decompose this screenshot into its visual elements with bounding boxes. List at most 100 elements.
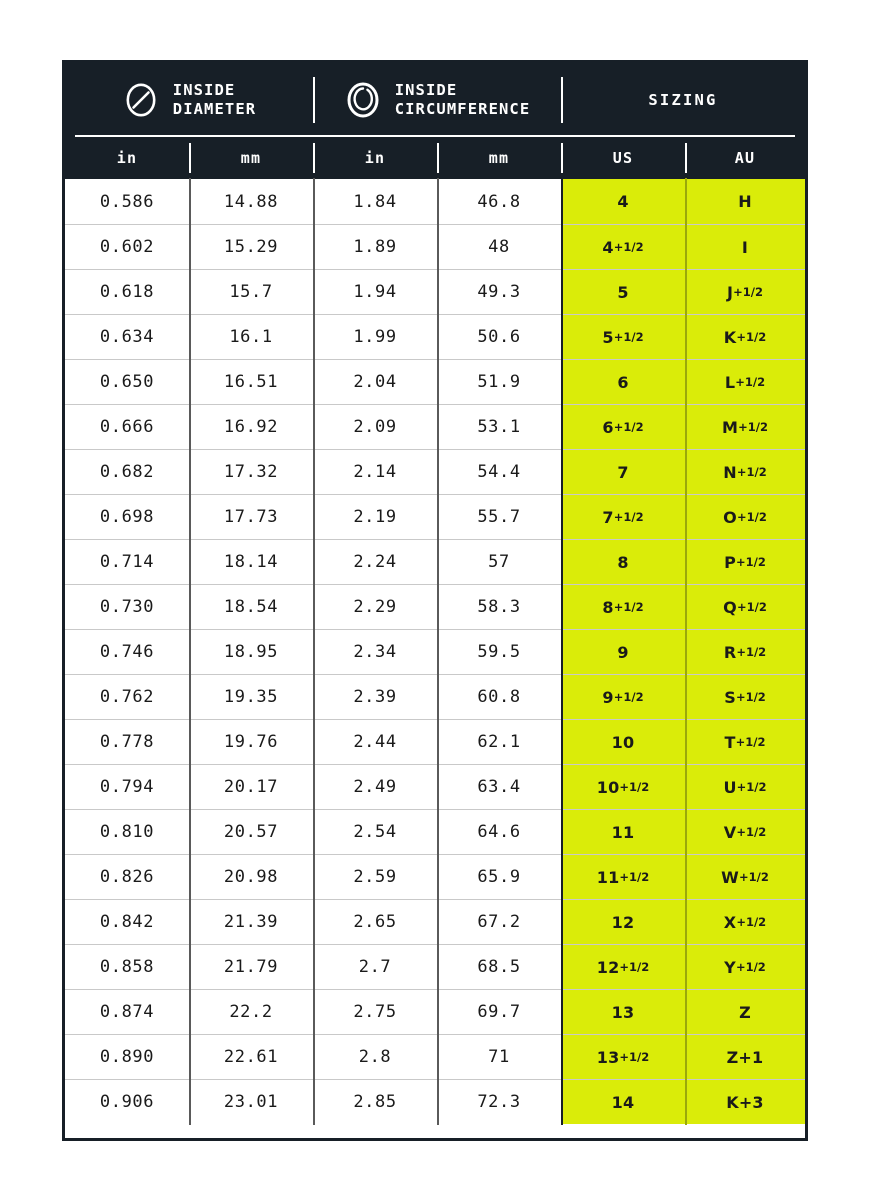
- group-header-label: INSIDE DIAMETER: [172, 81, 257, 118]
- cell-au: M +1/2: [685, 404, 805, 450]
- cell-dia_mm: 19.35: [189, 674, 313, 720]
- group-header-label: INSIDE CIRCUMFERENCE: [394, 81, 531, 118]
- cell-cir_in: 2.39: [313, 674, 437, 720]
- cell-dia_in: 0.618: [65, 270, 189, 314]
- table-row: 0.682 17.32 2.14 54.4 7 N +1/2: [65, 449, 805, 495]
- cell-dia_in: 0.810: [65, 810, 189, 854]
- cell-au: V +1/2: [685, 809, 805, 855]
- column-header-diameter-mm: mm: [189, 137, 313, 179]
- table-unit-header: in mm in mm US AU: [65, 137, 805, 179]
- cell-cir_mm: 63.4: [437, 764, 561, 810]
- cell-au: I: [685, 224, 805, 270]
- cell-au: O +1/2: [685, 494, 805, 540]
- cell-dia_in: 0.826: [65, 855, 189, 899]
- table-row: 0.794 20.17 2.49 63.4 10 +1/2 U +1/2: [65, 764, 805, 810]
- cell-cir_in: 2.24: [313, 539, 437, 585]
- cell-us: 12: [561, 899, 685, 945]
- cell-us: 11 +1/2: [561, 854, 685, 900]
- cell-cir_mm: 48: [437, 224, 561, 270]
- cell-us: 11: [561, 809, 685, 855]
- cell-dia_mm: 19.76: [189, 719, 313, 765]
- column-header-diameter-in: in: [116, 149, 138, 167]
- cell-au: R +1/2: [685, 629, 805, 675]
- cell-cir_mm: 58.3: [437, 584, 561, 630]
- table-row: 0.890 22.61 2.8 71 13 +1/2 Z+1: [65, 1034, 805, 1080]
- cell-dia_mm: 18.95: [189, 629, 313, 675]
- cell-dia_in: 0.778: [65, 720, 189, 764]
- cell-dia_in: 0.714: [65, 540, 189, 584]
- group-header-inside-circumference: INSIDE CIRCUMFERENCE: [313, 63, 561, 137]
- cell-au: K+3: [685, 1079, 805, 1125]
- table-row: 0.858 21.79 2.7 68.5 12 +1/2 Y +1/2: [65, 944, 805, 990]
- cell-cir_in: 2.7: [313, 944, 437, 990]
- cell-au: Q +1/2: [685, 584, 805, 630]
- cell-dia_in: 0.698: [65, 495, 189, 539]
- cell-cir_mm: 71: [437, 1034, 561, 1080]
- cell-dia_in: 0.666: [65, 405, 189, 449]
- cell-us: 4 +1/2: [561, 224, 685, 270]
- cell-us: 14: [561, 1079, 685, 1125]
- cell-dia_mm: 21.39: [189, 899, 313, 945]
- cell-cir_mm: 68.5: [437, 944, 561, 990]
- cell-dia_mm: 16.51: [189, 359, 313, 405]
- cell-au: T +1/2: [685, 719, 805, 765]
- table-row: 0.762 19.35 2.39 60.8 9 +1/2 S +1/2: [65, 674, 805, 720]
- table-row: 0.810 20.57 2.54 64.6 11 V +1/2: [65, 809, 805, 855]
- cell-us: 10: [561, 719, 685, 765]
- cell-cir_in: 1.94: [313, 269, 437, 315]
- cell-dia_mm: 18.54: [189, 584, 313, 630]
- ring-size-table: INSIDE DIAMETER INSIDE CIRCUMFERENCE SIZ…: [62, 60, 808, 1141]
- cell-cir_in: 2.29: [313, 584, 437, 630]
- cell-dia_in: 0.858: [65, 945, 189, 989]
- cell-au: H: [685, 178, 805, 225]
- cell-cir_mm: 46.8: [437, 178, 561, 225]
- cell-cir_in: 1.89: [313, 224, 437, 270]
- table-row: 0.618 15.7 1.94 49.3 5 J +1/2: [65, 269, 805, 315]
- table-row: 0.826 20.98 2.59 65.9 11 +1/2 W +1/2: [65, 854, 805, 900]
- cell-dia_in: 0.842: [65, 900, 189, 944]
- cell-us: 8: [561, 539, 685, 585]
- table-row: 0.842 21.39 2.65 67.2 12 X +1/2: [65, 899, 805, 945]
- column-header-us: US: [561, 137, 685, 179]
- cell-dia_mm: 20.57: [189, 809, 313, 855]
- cell-cir_in: 2.49: [313, 764, 437, 810]
- cell-us: 12 +1/2: [561, 944, 685, 990]
- cell-dia_mm: 23.01: [189, 1079, 313, 1125]
- cell-au: Y +1/2: [685, 944, 805, 990]
- cell-cir_in: 1.84: [313, 178, 437, 225]
- cell-dia_in: 0.650: [65, 360, 189, 404]
- cell-dia_mm: 15.7: [189, 269, 313, 315]
- cell-dia_mm: 16.92: [189, 404, 313, 450]
- cell-dia_mm: 20.17: [189, 764, 313, 810]
- cell-au: N +1/2: [685, 449, 805, 495]
- ring-outline-icon: [344, 81, 382, 119]
- cell-cir_mm: 59.5: [437, 629, 561, 675]
- cell-dia_in: 0.874: [65, 990, 189, 1034]
- cell-cir_in: 2.34: [313, 629, 437, 675]
- table-group-header: INSIDE DIAMETER INSIDE CIRCUMFERENCE SIZ…: [65, 63, 805, 137]
- table-row: 0.778 19.76 2.44 62.1 10 T +1/2: [65, 719, 805, 765]
- cell-dia_in: 0.794: [65, 765, 189, 809]
- cell-cir_mm: 51.9: [437, 359, 561, 405]
- table-row: 0.666 16.92 2.09 53.1 6 +1/2 M +1/2: [65, 404, 805, 450]
- column-header-circumference-mm: mm: [437, 137, 561, 179]
- cell-cir_mm: 62.1: [437, 719, 561, 765]
- table-row: 0.906 23.01 2.85 72.3 14 K+3: [65, 1079, 805, 1125]
- cell-us: 7: [561, 449, 685, 495]
- cell-us: 13: [561, 989, 685, 1035]
- cell-cir_in: 2.59: [313, 854, 437, 900]
- cell-dia_mm: 14.88: [189, 178, 313, 225]
- cell-cir_mm: 64.6: [437, 809, 561, 855]
- cell-cir_mm: 49.3: [437, 269, 561, 315]
- cell-au: S +1/2: [685, 674, 805, 720]
- cell-dia_mm: 15.29: [189, 224, 313, 270]
- column-header-circumference-in: in: [313, 137, 437, 179]
- cell-dia_in: 0.586: [65, 179, 189, 224]
- cell-us: 4: [561, 178, 685, 225]
- cell-us: 5 +1/2: [561, 314, 685, 360]
- cell-cir_mm: 54.4: [437, 449, 561, 495]
- cell-cir_mm: 65.9: [437, 854, 561, 900]
- cell-dia_mm: 17.32: [189, 449, 313, 495]
- table-row: 0.874 22.2 2.75 69.7 13 Z: [65, 989, 805, 1035]
